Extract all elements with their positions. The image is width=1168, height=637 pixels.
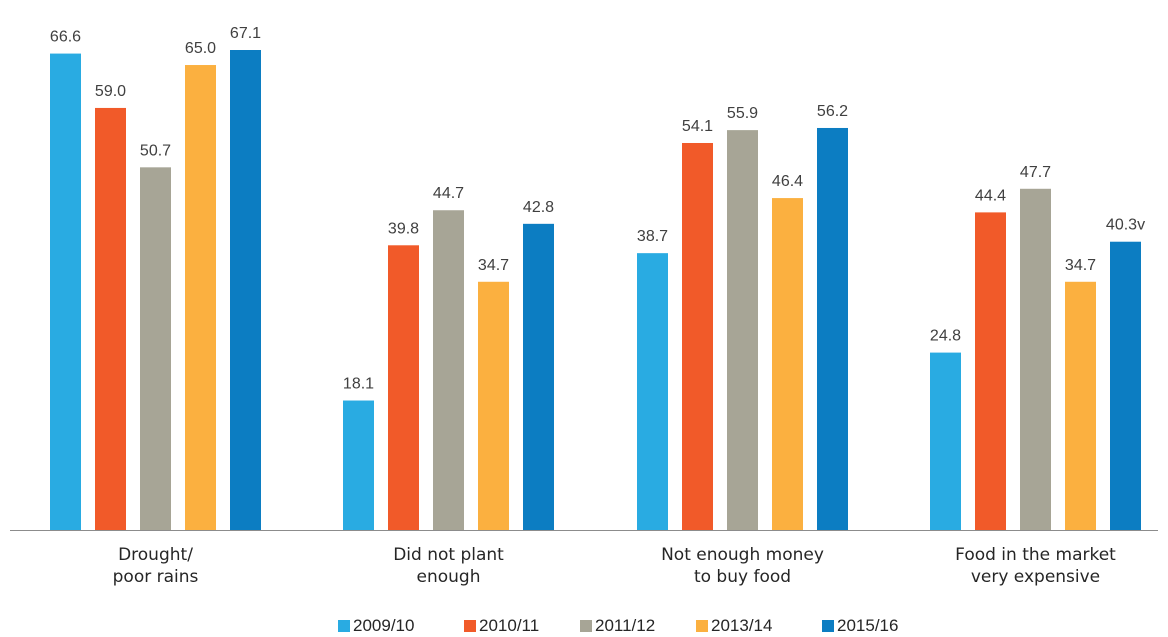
category-label: very expensive xyxy=(971,567,1100,587)
legend-swatch xyxy=(696,620,708,632)
data-label: 65.0 xyxy=(185,40,216,57)
data-label: 18.1 xyxy=(343,376,374,393)
bar-2013-14-cat4 xyxy=(1065,281,1096,530)
bar-2013-14-cat3 xyxy=(772,198,803,530)
data-label: 56.2 xyxy=(817,103,848,120)
data-label: 54.1 xyxy=(682,118,713,135)
bar-2010-11-cat2 xyxy=(388,245,419,531)
legend-label: 2015/16 xyxy=(837,616,898,635)
bar-2009-10-cat3 xyxy=(637,253,668,530)
bar-2010-11-cat3 xyxy=(682,142,713,530)
bar-2011-12-cat2 xyxy=(433,210,464,530)
bar-2011-12-cat1 xyxy=(140,167,171,530)
bar-2011-12-cat3 xyxy=(727,130,758,530)
data-label: 55.9 xyxy=(727,105,758,122)
data-label: 44.4 xyxy=(975,187,1006,204)
category-label: Food in the market xyxy=(955,545,1116,565)
value-labels-layer: 66.6 18.1 38.7 24.8 59.0 39.8 54.1 44.4 50.7 44.7… xyxy=(50,25,1145,393)
category-label: to buy food xyxy=(694,567,791,587)
data-label: 46.4 xyxy=(772,173,803,190)
legend: 2009/10 2010/11 2011/12 2013/14 2015/16 xyxy=(338,616,898,635)
legend-swatch xyxy=(464,620,476,632)
legend-swatch xyxy=(338,620,350,632)
bar-2015-16-cat1 xyxy=(230,50,261,530)
bars-layer xyxy=(50,50,1141,531)
data-label: 47.7 xyxy=(1020,164,1051,181)
category-label: poor rains xyxy=(113,567,199,587)
data-label: 59.0 xyxy=(95,83,126,100)
bar-2015-16-cat2 xyxy=(523,223,554,530)
data-label: 44.7 xyxy=(433,185,464,202)
category-label: Not enough money xyxy=(661,545,824,565)
data-label: 40.3v xyxy=(1106,217,1145,234)
category-label: Drought/ xyxy=(118,545,193,565)
legend-label: 2013/14 xyxy=(711,616,772,635)
data-label: 38.7 xyxy=(637,228,668,245)
bar-2013-14-cat1 xyxy=(185,65,216,531)
bar-2009-10-cat1 xyxy=(50,53,81,530)
bar-2010-11-cat4 xyxy=(975,212,1006,530)
category-label: enough xyxy=(417,567,481,587)
data-label: 50.7 xyxy=(140,142,171,159)
bar-2010-11-cat1 xyxy=(95,107,126,531)
data-label: 42.8 xyxy=(523,199,554,216)
category-label: Did not plant xyxy=(393,545,504,565)
bar-2009-10-cat4 xyxy=(930,352,961,530)
data-label: 34.7 xyxy=(1065,257,1096,274)
data-label: 24.8 xyxy=(930,328,961,345)
legend-swatch xyxy=(822,620,834,632)
legend-swatch xyxy=(580,620,592,632)
bar-2015-16-cat3 xyxy=(817,127,848,530)
data-label: 67.1 xyxy=(230,25,261,42)
bar-2013-14-cat2 xyxy=(478,281,509,530)
legend-label: 2011/12 xyxy=(595,616,655,635)
data-label: 66.6 xyxy=(50,29,81,46)
data-label: 39.8 xyxy=(388,220,419,237)
data-label: 34.7 xyxy=(478,257,509,274)
bar-2011-12-cat4 xyxy=(1020,188,1051,530)
legend-label: 2009/10 xyxy=(353,616,414,635)
bar-2009-10-cat2 xyxy=(343,400,374,530)
bar-2015-16-cat4 xyxy=(1110,241,1141,530)
legend-label: 2010/11 xyxy=(479,616,539,635)
